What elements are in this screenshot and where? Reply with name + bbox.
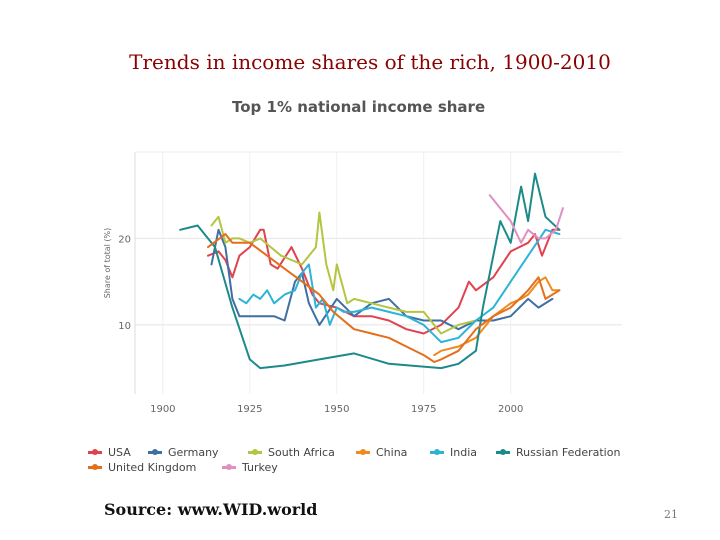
series-line-united-kingdom bbox=[207, 233, 561, 363]
y-tick-label: 20 bbox=[118, 234, 131, 245]
legend-item-united-kingdom: United Kingdom bbox=[88, 461, 196, 474]
legend-label: China bbox=[376, 446, 408, 459]
legend-item-china: China bbox=[356, 446, 407, 459]
x-tick-label: 1950 bbox=[324, 404, 349, 415]
legend-item-usa: USA bbox=[88, 446, 131, 459]
series-line-turkey bbox=[488, 194, 564, 244]
legend-item-germany: Germany bbox=[148, 446, 219, 459]
legend-label: United Kingdom bbox=[108, 461, 197, 474]
income-share-chart: 10 20 1900 1925 1950 1975 2000 Share of total (… bbox=[103, 151, 622, 415]
legend-label: Turkey bbox=[242, 461, 278, 474]
series-line-south-africa bbox=[210, 211, 477, 335]
legend-item-south-africa: South Africa bbox=[248, 446, 335, 459]
legend-label: South Africa bbox=[268, 446, 335, 459]
x-tick-label: 2000 bbox=[498, 404, 523, 415]
legend-swatch bbox=[248, 449, 262, 455]
legend-swatch bbox=[88, 449, 102, 455]
page-number: 21 bbox=[664, 508, 678, 521]
legend-swatch bbox=[356, 449, 370, 455]
legend-swatch bbox=[88, 464, 102, 470]
legend-swatch bbox=[496, 449, 510, 455]
slide-title: Trends in income shares of the rich, 190… bbox=[129, 50, 611, 74]
series-line-india bbox=[238, 228, 561, 344]
legend-item-russian-federation: Russian Federation bbox=[496, 446, 620, 459]
chart-title: Top 1% national income share bbox=[232, 98, 486, 116]
x-tick-label: 1900 bbox=[150, 404, 175, 415]
chart-legend: USA Germany South Africa China India Russian … bbox=[88, 446, 648, 478]
series-line-russian-federation bbox=[179, 172, 561, 370]
legend-item-turkey: Turkey bbox=[222, 461, 278, 474]
legend-swatch bbox=[430, 449, 444, 455]
source-note: Source: www.WID.world bbox=[104, 500, 318, 519]
y-axis-label: Share of total (%) bbox=[103, 228, 112, 299]
legend-swatch bbox=[148, 449, 162, 455]
legend-label: Germany bbox=[168, 446, 219, 459]
legend-swatch bbox=[222, 464, 236, 470]
x-tick-label: 1925 bbox=[237, 404, 262, 415]
legend-item-india: India bbox=[430, 446, 477, 459]
x-tick-label: 1975 bbox=[411, 404, 436, 415]
y-tick-label: 10 bbox=[118, 321, 131, 332]
legend-label: USA bbox=[108, 446, 131, 459]
legend-label: India bbox=[450, 446, 477, 459]
legend-label: Russian Federation bbox=[516, 446, 621, 459]
plot-area bbox=[135, 152, 622, 394]
